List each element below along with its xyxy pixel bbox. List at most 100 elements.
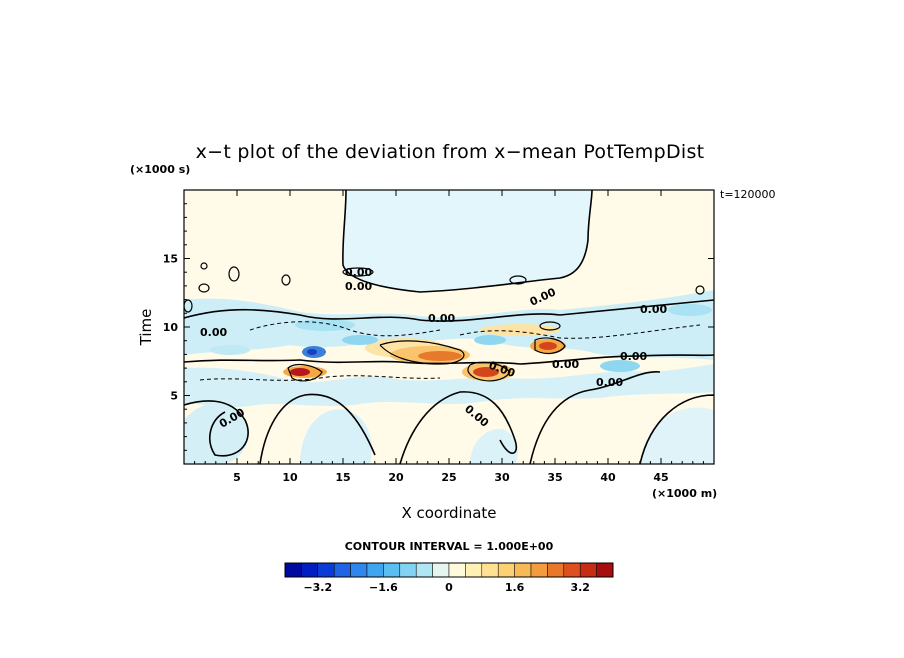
- colorbar-swatch: [563, 562, 581, 578]
- zero-contour-wave-4: [529, 371, 661, 464]
- y-axis: 5 10 15: [163, 203, 714, 451]
- colorbar-swatch: [547, 562, 565, 578]
- small-contour-2: [198, 283, 210, 293]
- small-contours: [184, 262, 705, 331]
- solid-contour-4: [287, 363, 323, 382]
- zero-contour-wave-5: [639, 394, 714, 464]
- contour-label: 0.00: [596, 376, 623, 389]
- colorbar-swatch: [317, 562, 335, 578]
- colorbar-swatch: [350, 562, 368, 578]
- solid-contour-1: [379, 340, 465, 365]
- dashed-contour-3: [199, 375, 441, 381]
- cold-blob-6: [668, 304, 712, 316]
- colorbar-swatch: [383, 562, 401, 578]
- x-axis-label: X coordinate: [401, 504, 496, 522]
- cold-blob-7: [295, 319, 355, 331]
- x-tick-label: 20: [388, 471, 404, 484]
- x-tick-label: 25: [441, 471, 456, 484]
- contour-label: 0.00: [345, 280, 372, 293]
- contour-label: 0.00: [552, 358, 579, 371]
- y-tick-label: 5: [170, 390, 178, 403]
- colorbar-swatch: [284, 562, 302, 578]
- contour-label: 0.00: [640, 303, 667, 316]
- zero-contour-wave-1: [184, 400, 249, 457]
- x-unit-label: (×1000 m): [652, 487, 717, 500]
- small-contour-1: [200, 262, 208, 270]
- contour-interval: CONTOUR INTERVAL = 1.000E+00: [345, 540, 554, 553]
- warm-blob-5: [473, 367, 499, 377]
- cool-pocket-1: [184, 403, 249, 464]
- colorbar-frame: [284, 562, 614, 578]
- dashed-contour-1: [249, 321, 441, 337]
- cool-pocket-4: [640, 407, 714, 464]
- cool-pocket-3: [470, 429, 518, 464]
- cold-blob-4: [474, 335, 506, 345]
- zero-contour-wave-3: [399, 391, 518, 464]
- zero-contour-upper: [342, 190, 593, 293]
- colorbar-swatch: [366, 562, 384, 578]
- solid-contour-2: [467, 361, 511, 382]
- colorbar-ticks: −3.2 −1.6 0 1.6 3.2: [303, 581, 590, 594]
- colorbar-swatch: [514, 562, 532, 578]
- zero-contour-middle: [184, 299, 714, 322]
- y-tick-label: 15: [163, 253, 178, 266]
- small-contour-3: [228, 266, 240, 282]
- colorbar-swatch: [596, 562, 614, 578]
- field-layer: [184, 190, 714, 464]
- colorbar-swatch: [465, 562, 483, 578]
- y-axis-label: Time: [137, 309, 155, 347]
- colorbar-tick-label: 1.6: [505, 581, 525, 594]
- chart-title: x−t plot of the deviation from x−mean Po…: [196, 141, 705, 163]
- small-contour-5: [342, 267, 374, 277]
- small-contour-9: [539, 321, 561, 331]
- colorbar-tick-label: −3.2: [303, 581, 332, 594]
- x-tick-label: 40: [600, 471, 616, 484]
- contour-label: 0.00: [200, 326, 227, 339]
- colorbar-swatch: [497, 562, 515, 578]
- colorbar-swatch: [399, 562, 417, 578]
- y-unit-label: (×1000 s): [130, 163, 190, 176]
- upper-cool-region: [342, 190, 592, 292]
- colorbar-swatch: [448, 562, 466, 578]
- cold-blob-8: [210, 345, 250, 355]
- contour-label: 0.00: [428, 312, 455, 325]
- colorbar-swatch: [579, 562, 597, 578]
- cold-blob-5: [600, 360, 640, 372]
- colorbar-swatch: [301, 562, 319, 578]
- x-tick-label: 15: [335, 471, 350, 484]
- cool-band-lower: [184, 364, 714, 408]
- colorbar-tick-label: 0: [445, 581, 453, 594]
- small-contour-4: [281, 274, 291, 286]
- y-tick-label: 10: [163, 321, 179, 334]
- warm-blob-3: [418, 351, 462, 361]
- cold-blob-3: [342, 335, 378, 345]
- contour-lines: [184, 190, 714, 464]
- contour-label: 0.00: [620, 350, 647, 363]
- colorbar-swatch: [432, 562, 450, 578]
- warm-blob-9: [290, 368, 310, 376]
- contour-label: 0.00: [345, 266, 372, 279]
- dashed-contour-2: [459, 324, 701, 339]
- time-stamp: t=120000: [720, 188, 776, 201]
- cold-blob-2: [307, 349, 317, 355]
- small-contour-6: [509, 275, 527, 285]
- colorbar-swatch: [481, 562, 499, 578]
- zero-contour-wave-2: [259, 393, 376, 464]
- colorbar-tick-label: 3.2: [570, 581, 590, 594]
- cool-pocket-2: [300, 409, 372, 464]
- colorbar-swatch: [415, 562, 433, 578]
- small-contour-7: [184, 299, 193, 313]
- cool-band-upper: [184, 290, 714, 360]
- solid-contour-3: [534, 337, 566, 355]
- x-tick-label: 5: [233, 471, 241, 484]
- x-tick-label: 35: [547, 471, 562, 484]
- colorbar: [284, 562, 614, 578]
- x-tick-label: 45: [653, 471, 668, 484]
- warm-blob-7: [539, 342, 557, 350]
- x-axis: 5 10 15 20 25 30 35 40 45: [194, 190, 704, 484]
- colorbar-swatch: [530, 562, 548, 578]
- colorbar-tick-label: −1.6: [369, 581, 398, 594]
- x-tick-label: 30: [494, 471, 510, 484]
